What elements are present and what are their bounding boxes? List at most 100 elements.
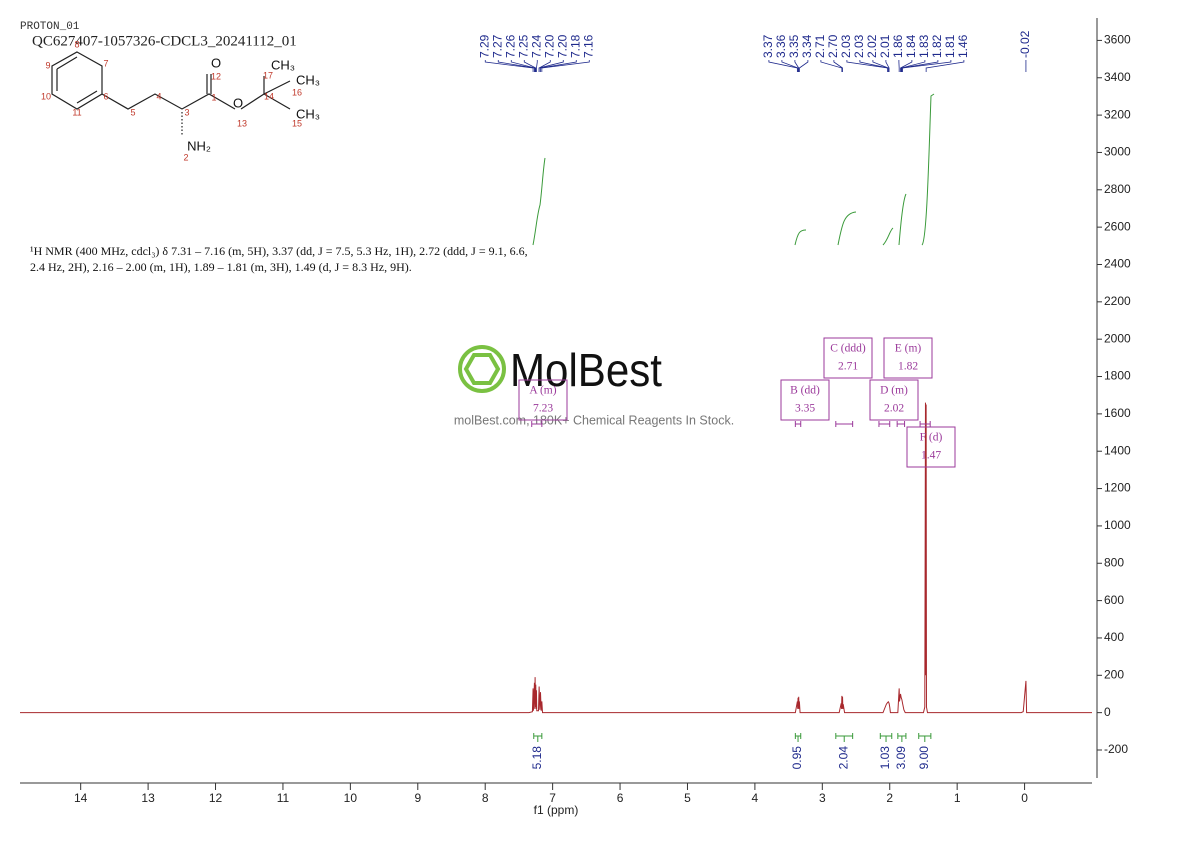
y-tick-label: 1000 xyxy=(1104,518,1131,532)
atom-label: CH₃ xyxy=(271,57,295,72)
y-tick-label: 1600 xyxy=(1104,406,1131,420)
atom-number: 17 xyxy=(263,70,273,80)
peak-label: 2.02 xyxy=(865,34,879,58)
atom-number: 8 xyxy=(74,39,79,49)
peak-label: 1.83 xyxy=(917,34,931,58)
y-tick-label: 2800 xyxy=(1104,182,1131,196)
watermark-name: MolBest xyxy=(510,344,662,396)
peak-label: 1.46 xyxy=(956,34,970,58)
integral-label: 0.95 xyxy=(790,746,804,770)
peak-connector xyxy=(798,60,809,72)
peak-label: 7.24 xyxy=(529,34,543,58)
atom-number: 13 xyxy=(237,118,247,128)
peak-connector xyxy=(497,60,535,72)
peak-label: 3.34 xyxy=(800,34,814,58)
peak-label: 2.03 xyxy=(852,34,866,58)
y-tick-label: 800 xyxy=(1104,555,1124,569)
peak-label: 7.27 xyxy=(490,34,504,58)
atom-number: 11 xyxy=(72,107,81,117)
y-tick-label: 600 xyxy=(1104,593,1124,607)
peak-label: 7.16 xyxy=(581,34,595,58)
peak-label: 7.18 xyxy=(568,34,582,58)
structure-bonds xyxy=(51,51,291,136)
peak-connector xyxy=(859,60,889,72)
y-tick-label: 2600 xyxy=(1104,219,1131,233)
x-tick-label: 11 xyxy=(277,791,290,805)
peak-label: 7.26 xyxy=(503,34,517,58)
watermark: MolBest molBest.com, 180K+ Chemical Reag… xyxy=(454,344,734,427)
atom-label: O xyxy=(211,55,221,70)
peak-connector xyxy=(538,60,564,72)
multiplet-box xyxy=(906,426,956,468)
x-tick-label: 13 xyxy=(141,791,155,805)
x-tick-label: 9 xyxy=(414,791,421,805)
peak-label: 3.36 xyxy=(774,34,788,58)
x-tick-label: 4 xyxy=(752,791,759,805)
multiplet-range xyxy=(835,421,854,427)
multiplet-name: C (ddd) xyxy=(830,343,866,355)
nmr-description: ¹H NMR (400 MHz, cdcl₃) δ 7.31 – 7.16 (m… xyxy=(30,244,528,258)
multiplet-range xyxy=(896,421,906,427)
peak-label: 2.03 xyxy=(839,34,853,58)
x-tick-label: 10 xyxy=(344,791,358,805)
atom-label: CH₃ xyxy=(296,72,320,87)
multiplet-shift: 2.71 xyxy=(838,361,858,373)
peak-label: 7.25 xyxy=(516,34,530,58)
peak-label: 3.37 xyxy=(761,34,775,58)
multiplet-name: A (m) xyxy=(529,385,556,397)
atom-number: 7 xyxy=(103,58,108,68)
atom-number: 16 xyxy=(292,87,302,97)
x-tick-label: 6 xyxy=(617,791,624,805)
multiplet-shift: 1.82 xyxy=(898,361,918,373)
peak-label: 1.82 xyxy=(930,34,944,58)
peak-label: 1.84 xyxy=(904,34,918,58)
peak-connector xyxy=(900,60,926,72)
multiplet-range xyxy=(531,421,543,427)
peak-label: 2.01 xyxy=(878,34,892,58)
peak-connector xyxy=(541,60,590,72)
y-tick-label: 3600 xyxy=(1104,33,1131,47)
atom-number: 12 xyxy=(211,71,221,81)
integral-bracket xyxy=(835,733,854,742)
y-tick-label: 3000 xyxy=(1104,145,1131,159)
multiplet-box xyxy=(883,337,933,379)
multiplet-box xyxy=(780,379,830,421)
multiplet-name: D (m) xyxy=(880,385,908,397)
chart-title: QC627407-1057326-CDCL3_20241112_01 xyxy=(32,33,297,49)
atom-number: 14 xyxy=(264,91,274,101)
peak-label: 3.35 xyxy=(787,34,801,58)
peak-connector xyxy=(540,60,577,72)
y-tick-label: 1200 xyxy=(1104,481,1131,495)
peak-connector xyxy=(846,60,889,72)
multiplet-shift: 7.23 xyxy=(533,403,553,415)
multiplet-range xyxy=(794,421,802,427)
multiplet-shift: 1.47 xyxy=(921,450,941,462)
multiplet-range xyxy=(878,421,891,427)
y-tick-label: 0 xyxy=(1104,705,1111,719)
integral-label: 1.03 xyxy=(878,746,892,770)
x-tick-label: 5 xyxy=(684,791,691,805)
peak-connector xyxy=(768,60,798,72)
integral-bracket xyxy=(794,733,802,742)
integral-label: 2.04 xyxy=(836,746,850,770)
peak-label: 7.20 xyxy=(542,34,556,58)
multiplet-box xyxy=(823,337,873,379)
atom-number: 4 xyxy=(156,91,161,101)
atom-label: CH₃ xyxy=(296,106,320,121)
atom-number: 5 xyxy=(130,107,135,117)
peak-connector xyxy=(872,60,889,72)
atom-number: 15 xyxy=(292,118,302,128)
multiplet-shift: 3.35 xyxy=(795,403,815,415)
multiplet-box xyxy=(869,379,919,421)
multiplet-box xyxy=(518,379,568,421)
y-tick-label: 1800 xyxy=(1104,369,1131,383)
peak-label: 2.70 xyxy=(826,34,840,58)
integral-bracket xyxy=(897,733,907,742)
y-tick-label: 1400 xyxy=(1104,443,1131,457)
x-tick-label: 1 xyxy=(954,791,961,805)
atom-label: O xyxy=(233,95,243,110)
x-tick-label: 14 xyxy=(74,791,88,805)
experiment: PROTON_01 xyxy=(20,21,80,33)
